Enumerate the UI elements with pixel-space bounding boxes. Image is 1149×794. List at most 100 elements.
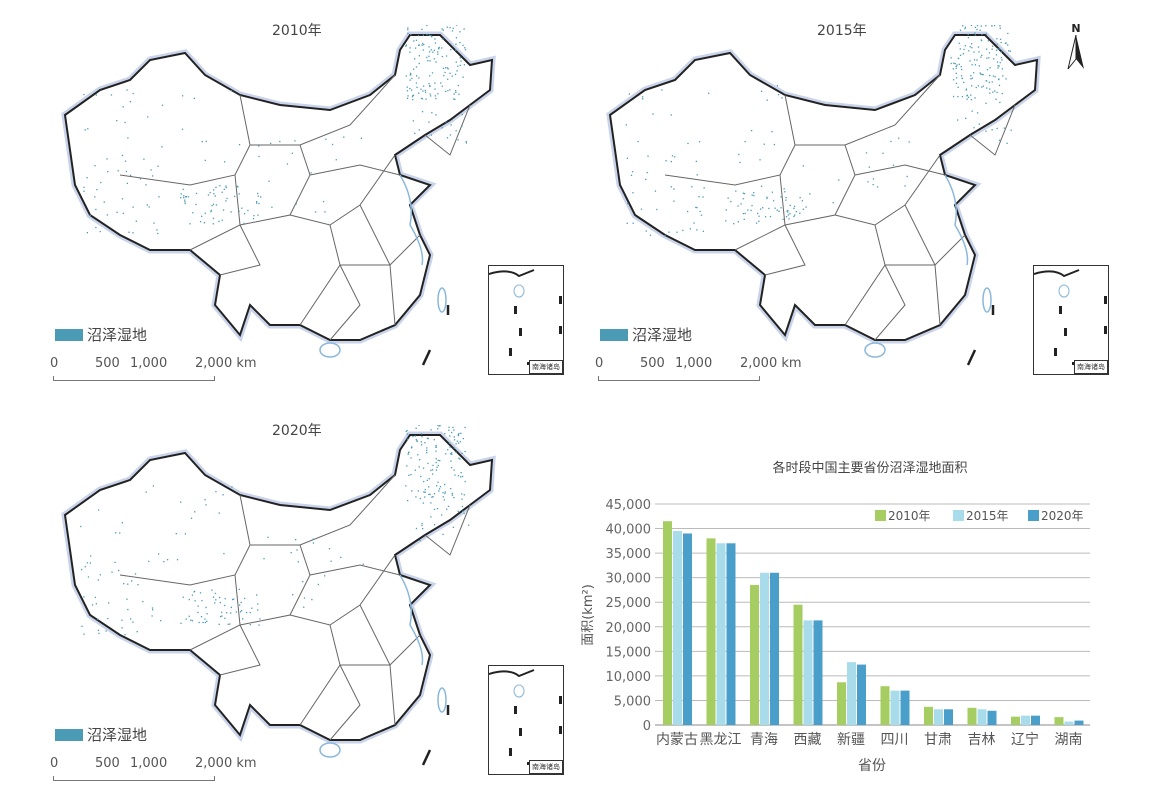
wetland-dot [442, 496, 445, 498]
wetland-dot [434, 88, 436, 90]
wetland-dot [463, 512, 465, 515]
wetland-dot [132, 206, 134, 208]
x-tick-label: 西藏 [794, 732, 822, 748]
y-tick-label: 40,000 [606, 523, 652, 538]
wetland-dot [420, 475, 422, 478]
wetland-dot [980, 73, 982, 75]
wetland-dot [151, 609, 154, 611]
wetland-dot [257, 195, 259, 197]
wetland-dot [205, 504, 207, 506]
province-border [834, 154, 941, 226]
province-border [784, 144, 856, 226]
wetland-dot [438, 425, 440, 427]
wetland-dot [993, 58, 995, 60]
scale-label: 1,000 [130, 756, 168, 771]
wetland-dot [446, 67, 449, 69]
x-tick-label: 青海 [750, 732, 778, 748]
wetland-dot [206, 620, 208, 622]
wetland-dot [362, 563, 364, 565]
inset-label: 南海诸岛 [529, 760, 563, 774]
wetland-dot [408, 474, 410, 476]
wetland-dot [180, 193, 182, 195]
wetland-dot [696, 174, 698, 176]
wetland-dot [676, 231, 678, 233]
wetland-dot [631, 171, 634, 173]
map-legend: 沼泽湿地 [55, 724, 147, 745]
wetland-dot [257, 214, 259, 216]
province-border [329, 664, 361, 741]
wetland-dot [415, 527, 418, 530]
wetland-dot [409, 51, 411, 53]
legend-label: 沼泽湿地 [87, 726, 148, 744]
wetland-dot [426, 25, 428, 27]
wetland-dot [145, 491, 147, 493]
wetland-dot [437, 51, 439, 53]
wetland-swatch [55, 728, 83, 741]
wetland-dot [458, 93, 460, 95]
wetland-dot [212, 203, 215, 205]
wetland-dot [461, 125, 463, 127]
wetland-dot [435, 485, 438, 487]
national-border [608, 34, 1039, 341]
wetland-dot [409, 72, 412, 75]
wetland-dot [230, 612, 232, 614]
wetland-dot [435, 469, 438, 471]
wetland-dot [414, 132, 416, 135]
wetland-dot [121, 522, 123, 524]
wetland-dot [441, 127, 443, 129]
wetland-dot [452, 27, 454, 29]
wetland-dot [632, 192, 634, 194]
wetland-dot [795, 210, 797, 213]
wetland-dot [989, 88, 991, 90]
wetland-dot [882, 152, 884, 154]
wetland-dot [455, 451, 457, 453]
wetland-dot [412, 94, 415, 97]
wetland-dot [437, 459, 439, 462]
wetland-dot [418, 44, 420, 46]
chart-title: 各时段中国主要省份沼泽湿地面积 [772, 460, 967, 476]
wetland-dot [464, 48, 467, 51]
wetland-dot [410, 89, 413, 91]
wetland-dot [119, 532, 121, 534]
bar-2010年 [967, 707, 977, 725]
wetland-dot [204, 618, 206, 620]
wetland-dot [994, 76, 996, 78]
wetland-dot [999, 27, 1001, 29]
wetland-dot [103, 201, 105, 203]
wetland-dot [221, 615, 223, 617]
wetland-dot [434, 38, 436, 40]
wetland-dot [773, 143, 776, 146]
wetland-dot [654, 190, 657, 192]
wetland-dot [176, 559, 179, 561]
wetland-dot [449, 26, 451, 29]
wetland-dot [744, 140, 746, 143]
wetland-dot [95, 94, 98, 96]
wetland-dot [406, 90, 409, 92]
wetland-dot [183, 197, 185, 199]
wetland-dot [670, 160, 673, 163]
wetland-dot [453, 447, 455, 449]
wetland-dot [110, 94, 113, 96]
wetland-dot [783, 188, 785, 190]
wetland-dot [743, 192, 746, 195]
bar-2020年 [900, 690, 910, 725]
wetland-dot [235, 611, 238, 613]
wetland-dot [86, 232, 88, 234]
legend-swatch [1028, 510, 1039, 521]
wetland-dot [424, 491, 426, 493]
wetland-dot [641, 98, 644, 100]
wetland-dot [451, 75, 453, 77]
wetland-dot [756, 212, 759, 215]
north-label: N [1071, 22, 1081, 35]
wetland-dot [967, 96, 970, 98]
wetland-dot [988, 81, 990, 83]
wetland-dot [206, 613, 208, 615]
wetland-dot [407, 95, 409, 97]
wetland-dot [107, 170, 109, 173]
map-title: 2020年 [272, 423, 322, 439]
wetland-dot [87, 576, 90, 578]
wetland-dot [446, 137, 449, 139]
wetland-dot [464, 426, 466, 429]
wetland-dot [97, 579, 99, 581]
wetland-dot [297, 561, 299, 563]
